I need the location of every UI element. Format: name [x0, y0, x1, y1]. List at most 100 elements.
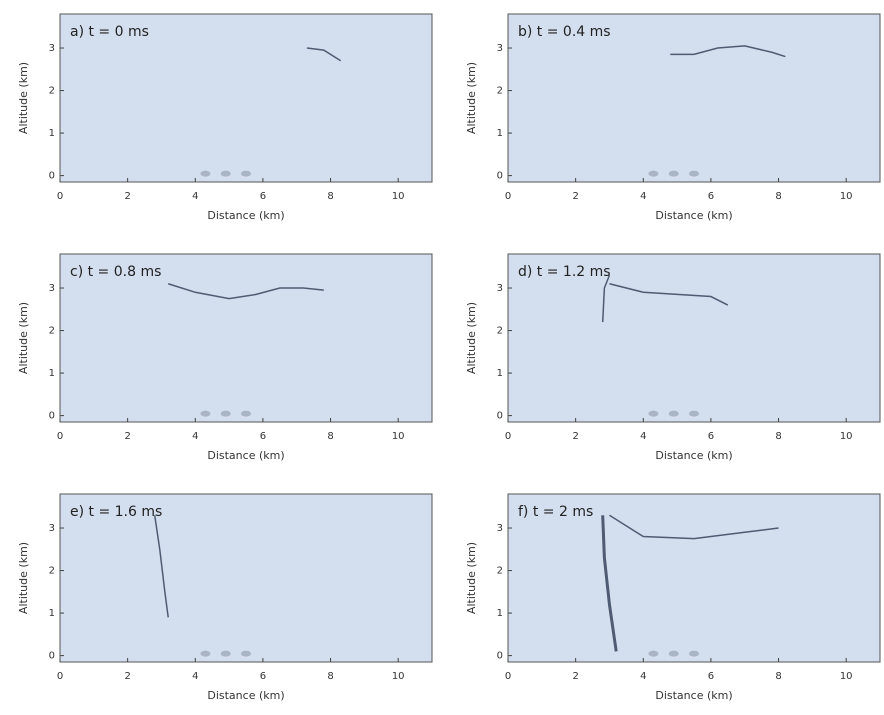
ground-blob [689, 410, 699, 417]
plot-area [507, 13, 881, 183]
y-tick-label: 3 [49, 523, 55, 534]
ground-blob [689, 170, 699, 177]
ground-blob [241, 170, 251, 177]
lightning-trace [609, 514, 779, 540]
y-tick-label: 0 [497, 651, 503, 662]
x-tick-label: 0 [505, 431, 511, 442]
y-tick-label: 1 [497, 128, 503, 139]
x-tick-label: 10 [840, 431, 853, 442]
ground-blob [668, 410, 679, 417]
ground-blob [648, 170, 659, 177]
lightning-trace [167, 283, 324, 300]
x-tick-label: 6 [708, 191, 714, 202]
x-tick-label: 2 [572, 191, 578, 202]
y-axis-label: Altitude (km) [17, 302, 30, 374]
y-axis-label: Altitude (km) [17, 62, 30, 134]
ground-blob [689, 650, 699, 657]
x-tick-label: 4 [192, 671, 198, 682]
panel-title: e) t = 1.6 ms [70, 504, 162, 520]
x-tick-label: 2 [572, 431, 578, 442]
plot-area [507, 253, 881, 423]
x-tick-label: 10 [392, 431, 405, 442]
x-tick-label: 8 [327, 671, 333, 682]
x-tick-label: 0 [57, 191, 63, 202]
ground-blob [668, 650, 679, 657]
y-tick-label: 0 [49, 411, 55, 422]
x-tick-label: 2 [124, 431, 130, 442]
y-tick-label: 1 [49, 128, 55, 139]
y-tick-label: 2 [497, 86, 503, 97]
ground-blob [220, 650, 231, 657]
y-tick-label: 3 [497, 523, 503, 534]
y-axis-label: Altitude (km) [17, 542, 30, 614]
x-tick-label: 6 [708, 431, 714, 442]
lightning-trace [609, 283, 729, 306]
x-axis-label: Distance (km) [207, 209, 284, 222]
y-tick-label: 0 [497, 411, 503, 422]
panel-title: c) t = 0.8 ms [70, 264, 161, 280]
x-tick-label: 0 [57, 431, 63, 442]
y-tick-label: 1 [49, 368, 55, 379]
ground-blob [220, 410, 231, 417]
lightning-trace [153, 515, 169, 618]
ground-blob [200, 650, 211, 657]
lightning-trace [670, 45, 786, 58]
x-tick-label: 6 [708, 671, 714, 682]
ground-blob [241, 650, 251, 657]
x-tick-label: 8 [775, 671, 781, 682]
x-tick-label: 8 [327, 431, 333, 442]
y-tick-label: 3 [49, 43, 55, 54]
y-tick-label: 0 [49, 651, 55, 662]
panel-title: f) t = 2 ms [518, 504, 593, 520]
y-tick-label: 3 [497, 43, 503, 54]
x-tick-label: 0 [505, 191, 511, 202]
x-tick-label: 10 [392, 191, 405, 202]
x-axis-label: Distance (km) [207, 689, 284, 702]
y-tick-label: 1 [497, 368, 503, 379]
x-tick-label: 8 [775, 431, 781, 442]
x-axis-label: Distance (km) [655, 209, 732, 222]
y-tick-label: 2 [49, 86, 55, 97]
x-tick-label: 2 [572, 671, 578, 682]
x-tick-label: 10 [840, 191, 853, 202]
panel-title: d) t = 1.2 ms [518, 264, 611, 280]
plot-area [59, 493, 433, 663]
x-tick-label: 0 [57, 671, 63, 682]
x-axis-label: Distance (km) [655, 449, 732, 462]
y-tick-label: 0 [49, 171, 55, 182]
x-tick-label: 6 [260, 431, 266, 442]
lightning-trace [601, 515, 618, 652]
x-axis-label: Distance (km) [207, 449, 284, 462]
y-tick-label: 3 [49, 283, 55, 294]
x-tick-label: 10 [840, 671, 853, 682]
lightning-trace [601, 274, 611, 323]
x-tick-label: 2 [124, 191, 130, 202]
y-tick-label: 1 [497, 608, 503, 619]
y-tick-label: 1 [49, 608, 55, 619]
y-tick-label: 2 [497, 566, 503, 577]
x-tick-label: 2 [124, 671, 130, 682]
y-tick-label: 0 [497, 171, 503, 182]
y-tick-label: 2 [49, 566, 55, 577]
y-tick-label: 3 [497, 283, 503, 294]
plot-area [59, 253, 433, 423]
x-tick-label: 8 [327, 191, 333, 202]
x-tick-label: 10 [392, 671, 405, 682]
ground-blob [200, 410, 211, 417]
plot-area [59, 13, 433, 183]
x-tick-label: 8 [775, 191, 781, 202]
x-tick-label: 6 [260, 191, 266, 202]
y-axis-label: Altitude (km) [465, 302, 478, 374]
y-axis-label: Altitude (km) [465, 62, 478, 134]
ground-blob [220, 170, 231, 177]
y-axis-label: Altitude (km) [465, 542, 478, 614]
lightning-trace [306, 47, 342, 62]
x-axis-label: Distance (km) [655, 689, 732, 702]
ground-blob [668, 170, 679, 177]
x-tick-label: 4 [640, 431, 646, 442]
x-tick-label: 4 [640, 191, 646, 202]
panel-title: a) t = 0 ms [70, 24, 149, 40]
ground-blob [648, 410, 659, 417]
x-tick-label: 0 [505, 671, 511, 682]
